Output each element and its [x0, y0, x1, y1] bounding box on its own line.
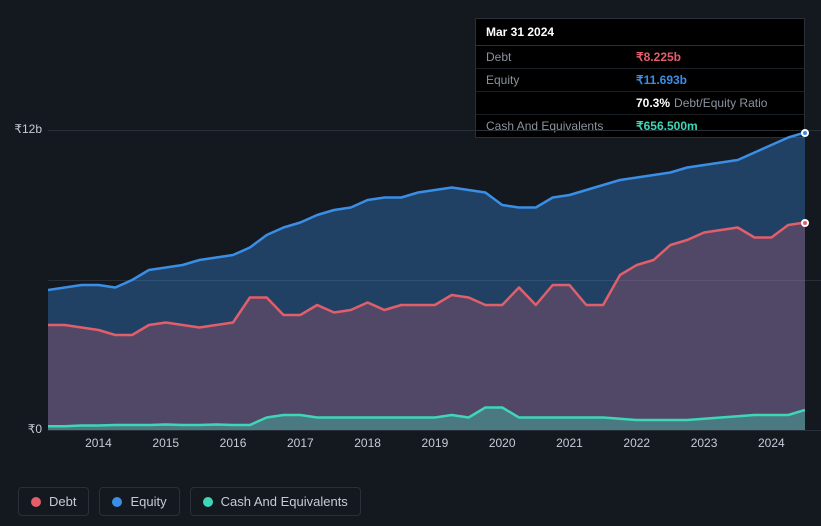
legend-item-cash-and-equivalents[interactable]: Cash And Equivalents — [190, 487, 361, 516]
legend-dot — [31, 497, 41, 507]
x-tick-label: 2024 — [758, 436, 785, 450]
x-tick-label: 2023 — [691, 436, 718, 450]
x-tick-label: 2015 — [152, 436, 179, 450]
tooltip-value: ₹11.693b — [636, 73, 687, 87]
x-tick-label: 2018 — [354, 436, 381, 450]
legend-label: Debt — [49, 494, 76, 509]
x-tick-label: 2020 — [489, 436, 516, 450]
plot-svg — [48, 130, 805, 430]
x-tick-label: 2022 — [623, 436, 650, 450]
legend-item-equity[interactable]: Equity — [99, 487, 179, 516]
chart-area: ₹0₹12b 201420152016201720182019202020212… — [0, 120, 821, 480]
tooltip-label: Equity — [486, 73, 636, 87]
tooltip-value: ₹8.225b — [636, 50, 681, 64]
x-tick-label: 2017 — [287, 436, 314, 450]
tooltip-value: 70.3% — [636, 96, 670, 110]
tooltip-date: Mar 31 2024 — [476, 19, 804, 46]
tooltip-label: Debt — [486, 50, 636, 64]
legend-dot — [112, 497, 122, 507]
end-marker-debt — [801, 219, 809, 227]
legend: Debt Equity Cash And Equivalents — [18, 487, 361, 516]
legend-label: Equity — [130, 494, 166, 509]
legend-dot — [203, 497, 213, 507]
x-tick-label: 2021 — [556, 436, 583, 450]
y-tick-label: ₹12b — [2, 122, 42, 136]
x-tick-label: 2014 — [85, 436, 112, 450]
x-tick-label: 2019 — [422, 436, 449, 450]
tooltip-suffix: Debt/Equity Ratio — [674, 96, 767, 110]
grid-line — [48, 430, 821, 431]
legend-item-debt[interactable]: Debt — [18, 487, 89, 516]
end-marker-equity — [801, 129, 809, 137]
legend-label: Cash And Equivalents — [221, 494, 348, 509]
tooltip-label — [486, 96, 636, 110]
tooltip-row: Debt₹8.225b — [476, 46, 804, 69]
y-tick-label: ₹0 — [2, 422, 42, 436]
x-tick-label: 2016 — [220, 436, 247, 450]
tooltip-row: Equity₹11.693b — [476, 69, 804, 92]
x-axis: 2014 2015 2016 2017 2018 2019 2020 2021 2022 2023… — [48, 436, 805, 456]
tooltip-row: 70.3% Debt/Equity Ratio — [476, 92, 804, 115]
